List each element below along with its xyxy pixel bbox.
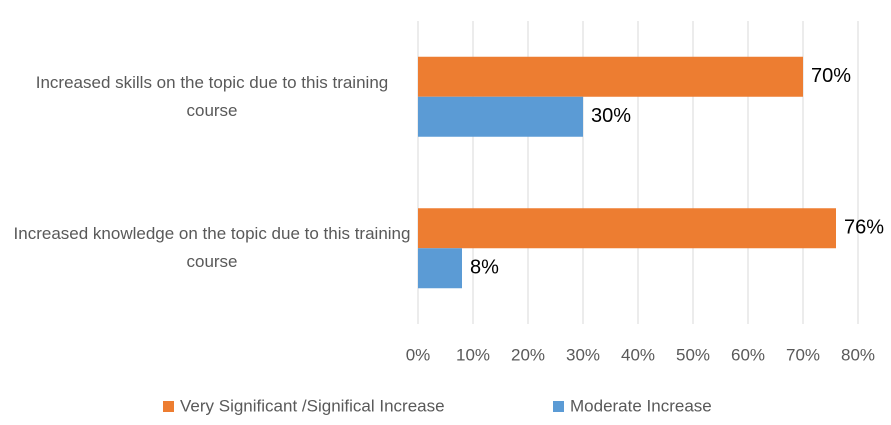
legend-swatch <box>163 401 174 412</box>
bar <box>418 56 803 97</box>
x-tick-label: 0% <box>406 345 431 364</box>
x-tick-label: 70% <box>786 345 820 364</box>
x-tick-label: 40% <box>621 345 655 364</box>
x-tick-label: 50% <box>676 345 710 364</box>
value-label: 30% <box>591 105 631 127</box>
x-tick-label: 10% <box>456 345 490 364</box>
category-label: Increased knowledge on the topic due to … <box>13 224 411 272</box>
x-tick-label: 30% <box>566 345 600 364</box>
legend-label: Moderate Increase <box>570 396 712 415</box>
legend-swatch <box>553 401 564 412</box>
value-label: 70% <box>811 65 851 87</box>
x-tick-label: 60% <box>731 345 765 364</box>
category-label: Increased skills on the topic due to thi… <box>35 72 389 120</box>
bar <box>418 248 462 289</box>
bar <box>418 208 836 249</box>
x-tick-label: 20% <box>511 345 545 364</box>
value-label: 8% <box>470 257 499 279</box>
x-tick-label: 80% <box>841 345 875 364</box>
bar <box>418 96 583 137</box>
value-label: 76% <box>844 217 884 239</box>
legend-label: Very Significant /Significal Increase <box>180 396 445 415</box>
